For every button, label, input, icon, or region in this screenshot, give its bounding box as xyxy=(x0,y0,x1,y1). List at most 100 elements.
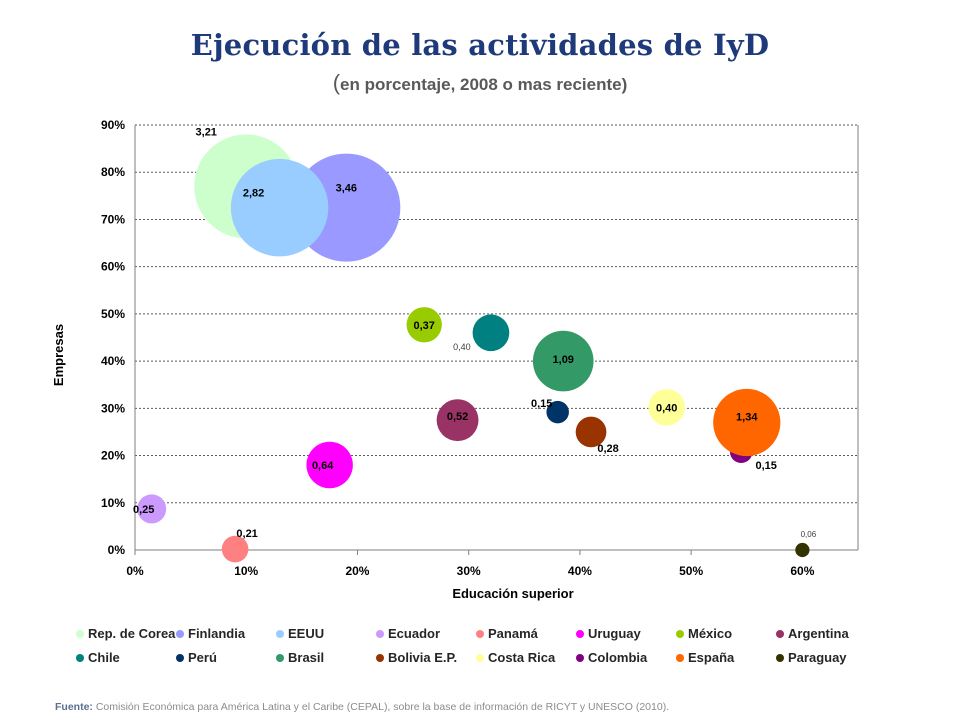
legend-label: Brasil xyxy=(288,650,325,665)
legend-swatch xyxy=(776,629,784,638)
bubble-chile xyxy=(472,314,510,352)
legend-item: Colombia xyxy=(576,650,676,665)
bubble-label: 0,28 xyxy=(597,443,618,455)
x-tick-label: 0% xyxy=(126,564,144,578)
x-tick-label: 20% xyxy=(345,564,369,578)
legend-label: Rep. de Corea xyxy=(88,626,176,641)
bubble-labels: 3,21 3,46 2,82 0,25 0,21 0,64 0,37 0,52 0,40 0,15… xyxy=(133,126,817,540)
source-note: Fuente: Comisión Económica para América … xyxy=(55,701,669,713)
legend-item: Uruguay xyxy=(576,626,676,641)
x-axis-label: Educación superior xyxy=(452,586,573,601)
x-tick-label: 60% xyxy=(790,564,814,578)
bubble-uruguay xyxy=(306,441,353,489)
bubble-label: 3,46 xyxy=(336,183,357,195)
y-tick-labels: 0% 10% 20% 30% 40% 50% 60% 70% 80% 90% xyxy=(101,118,125,557)
bubble-méxico xyxy=(406,307,442,343)
legend-swatch xyxy=(476,629,484,638)
bubble-label: 1,09 xyxy=(553,354,574,366)
bubble-label: 2,82 xyxy=(243,188,264,200)
legend-item: Panamá xyxy=(476,626,576,641)
legend-item: EEUU xyxy=(276,626,376,641)
legend-label: Chile xyxy=(88,650,120,665)
x-tick-label: 10% xyxy=(234,564,258,578)
bubble-costa-rica xyxy=(648,389,686,426)
legend-label: Argentina xyxy=(788,626,849,641)
bubble-brasil xyxy=(532,330,594,392)
legend-swatch xyxy=(376,653,384,662)
y-tick-label: 90% xyxy=(101,118,125,132)
bubble-paraguay xyxy=(795,542,810,558)
chart-subtitle: (en porcentaje, 2008 o mas reciente) xyxy=(0,70,960,96)
legend-item: Rep. de Corea xyxy=(76,626,176,641)
legend-swatch xyxy=(76,629,84,638)
legend-item: Perú xyxy=(176,650,276,665)
legend-label: España xyxy=(688,650,735,665)
legend-swatch xyxy=(276,629,284,638)
legend-label: Costa Rica xyxy=(488,650,556,665)
legend-label: Panamá xyxy=(488,626,538,641)
bubble-bolivia-e-p xyxy=(575,416,607,448)
legend-item: Chile xyxy=(76,650,176,665)
bubble-label: 0,52 xyxy=(447,411,468,423)
legend-label: EEUU xyxy=(288,626,325,641)
legend-swatch xyxy=(476,653,484,662)
source-label: Fuente: xyxy=(55,701,93,713)
bubble-chart: 0% 10% 20% 30% 40% 50% 60% 70% 80% 90% 0% 10% 20% 30… xyxy=(51,118,859,601)
bubble-label: 0,06 xyxy=(801,530,817,539)
bubble-label: 1,34 xyxy=(736,412,758,424)
legend-label: Colombia xyxy=(588,650,648,665)
bubble-espa-a xyxy=(713,388,781,457)
legend-item: Ecuador xyxy=(376,626,476,641)
bubble-label: 3,21 xyxy=(196,126,217,138)
legend: Rep. de Corea Finlandia EEUU Ecuador Panamá U… xyxy=(76,626,876,665)
bubble-eeuu xyxy=(230,158,329,257)
bubble-label: 0,37 xyxy=(413,320,434,332)
legend-label: Paraguay xyxy=(788,650,847,665)
y-tick-label: 80% xyxy=(101,165,125,179)
bubble-label: 0,15 xyxy=(755,460,776,472)
bubble-label: 0,40 xyxy=(453,342,471,352)
legend-item: Paraguay xyxy=(776,650,876,665)
legend-item: Costa Rica xyxy=(476,650,576,665)
legend-item: Brasil xyxy=(276,650,376,665)
legend-swatch xyxy=(676,629,684,638)
y-tick-label: 40% xyxy=(101,354,125,368)
bubble-label: 0,15 xyxy=(531,398,552,410)
bubble-label: 0,25 xyxy=(133,504,154,516)
bubble-argentina xyxy=(436,399,479,442)
y-tick-label: 50% xyxy=(101,307,125,321)
chart-title: Ejecución de las actividades de IyD xyxy=(190,28,770,62)
x-tick-labels: 0% 10% 20% 30% 40% 50% 60% xyxy=(126,564,814,578)
legend-label: México xyxy=(688,626,733,641)
y-tick-label: 0% xyxy=(108,543,126,557)
legend-label: Finlandia xyxy=(188,626,246,641)
bubble-ecuador xyxy=(137,494,167,524)
x-tick-label: 50% xyxy=(679,564,703,578)
y-tick-label: 70% xyxy=(101,212,125,226)
x-tick-label: 30% xyxy=(457,564,481,578)
legend-item: Finlandia xyxy=(176,626,276,641)
y-tick-label: 10% xyxy=(101,496,125,510)
bubble-label: 0,40 xyxy=(656,402,677,414)
x-tick-label: 40% xyxy=(568,564,592,578)
legend-swatch xyxy=(176,653,184,662)
subtitle-paren: ( xyxy=(332,70,341,95)
legend-label: Perú xyxy=(188,650,217,665)
legend-swatch xyxy=(76,653,84,662)
legend-item: España xyxy=(676,650,776,665)
bubble-label: 0,64 xyxy=(312,460,334,472)
legend-swatch xyxy=(376,629,384,638)
y-tick-label: 20% xyxy=(101,449,125,463)
legend-item: Argentina xyxy=(776,626,876,641)
legend-label: Bolivia E.P. xyxy=(388,650,458,665)
legend-swatch xyxy=(276,653,284,662)
legend-item: México xyxy=(676,626,776,641)
legend-swatch xyxy=(576,629,584,638)
legend-swatch xyxy=(776,653,784,662)
bubble-panamá xyxy=(221,535,249,563)
y-axis-label: Empresas xyxy=(51,324,66,386)
legend-swatch xyxy=(176,629,184,638)
bubble-perú xyxy=(546,400,569,424)
legend-swatch xyxy=(676,653,684,662)
bubble-label: 0,21 xyxy=(236,528,257,540)
